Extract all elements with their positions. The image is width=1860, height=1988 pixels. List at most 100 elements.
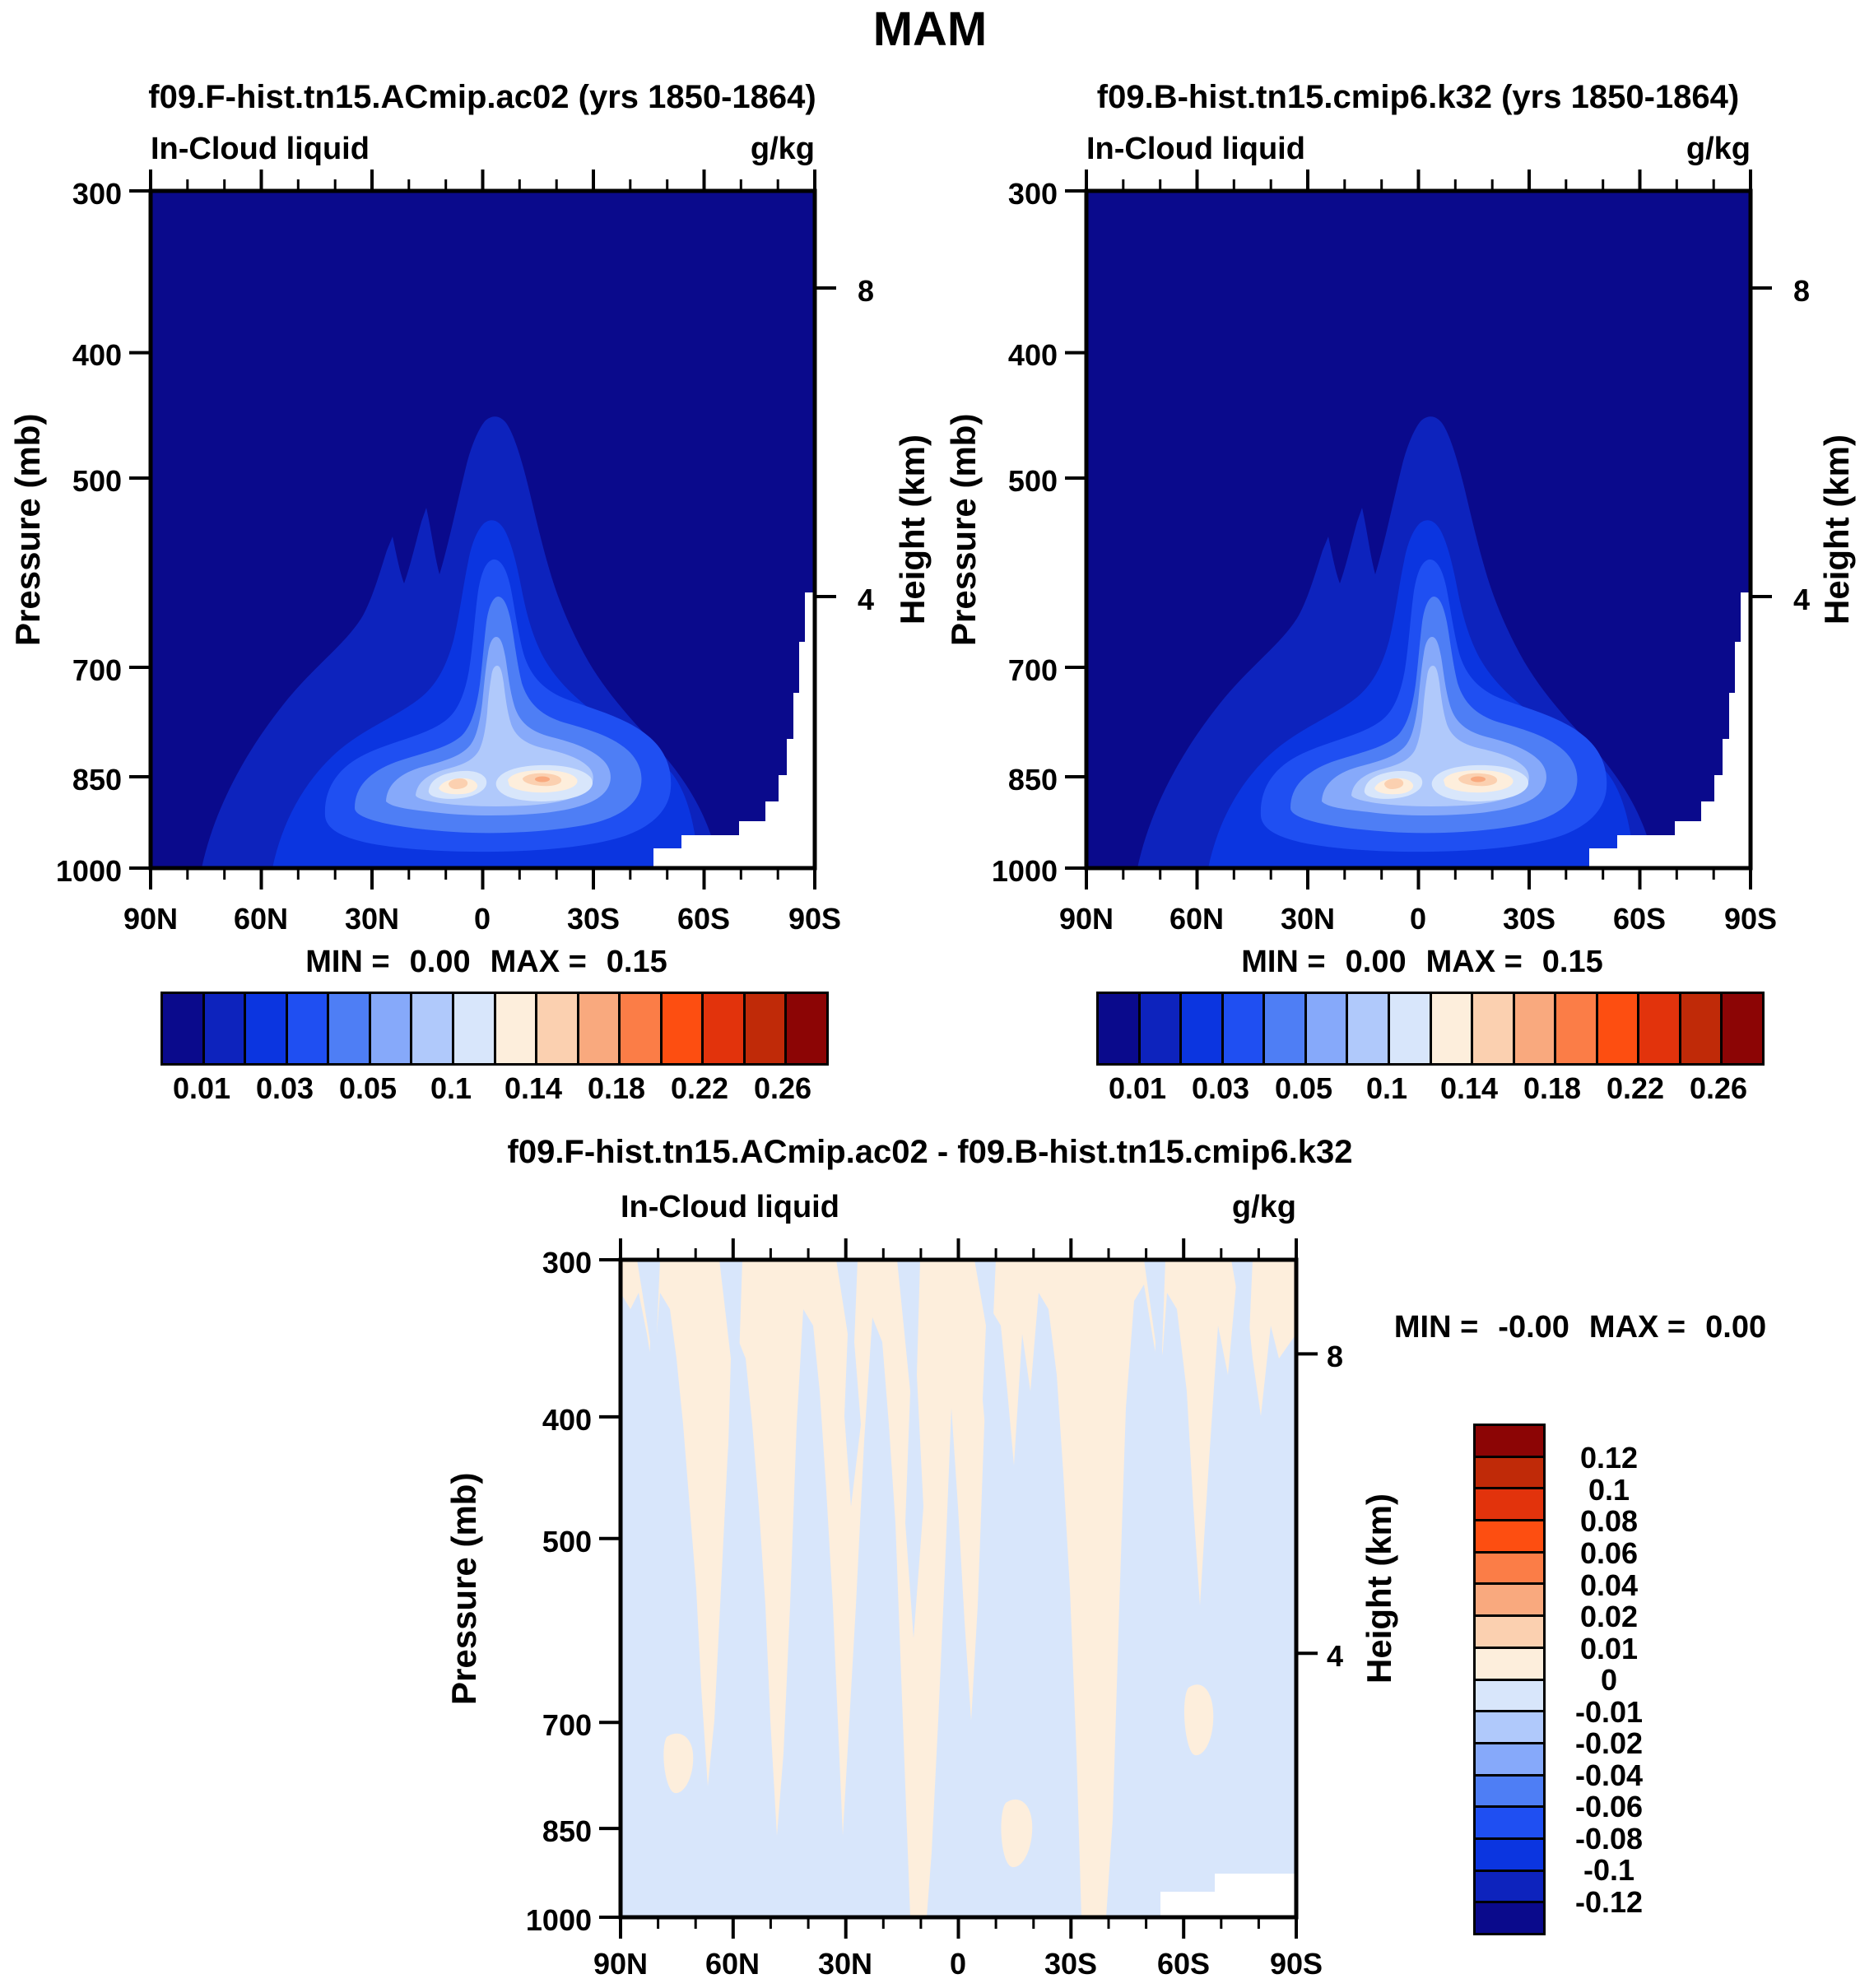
colorbar-tick-label: 0.02 [1579, 1600, 1639, 1633]
colorbar-segment [1476, 1489, 1543, 1522]
colorbar-segment [1476, 1521, 1543, 1554]
height-tick-label: 4 [1327, 1639, 1344, 1673]
panel-right-units-label: g/kg [1686, 132, 1751, 166]
panel-left-field-label: In-Cloud liquid [151, 132, 370, 166]
lat-tick-label: 30S [566, 902, 621, 936]
pressure-tick-label: 700 [1007, 653, 1058, 687]
height-axis-title: Height (km) [893, 434, 932, 625]
colorbar-segment [1597, 994, 1640, 1063]
pressure-tick-label: 400 [72, 338, 122, 372]
colorbar-segment [1306, 994, 1349, 1063]
colorbar-segment [1476, 1744, 1543, 1777]
colorbar-tick-label: 0.26 [1689, 1071, 1748, 1105]
colorbar-tick-label: 0.18 [1523, 1071, 1582, 1105]
lat-tick-label: 0 [473, 902, 491, 936]
colorbar-tick-label: 0.03 [1191, 1071, 1250, 1105]
colorbar-segment [1265, 994, 1307, 1063]
diff-band-positive [621, 1260, 1296, 1917]
colorbar-tick-label: -0.04 [1574, 1758, 1644, 1792]
max-label: MAX = [490, 945, 587, 979]
minmax-right: MIN = 0.00 MAX = 0.15 [1089, 945, 1755, 980]
pressure-tick-label: 700 [542, 1708, 592, 1742]
colorbar-tick-label: 0.22 [670, 1071, 729, 1105]
lat-tick-label: 60N [704, 1947, 760, 1981]
lat-tick-label: 90N [593, 1947, 649, 1981]
topography-antarctica [1160, 1874, 1296, 1917]
panel-diff-field-label: In-Cloud liquid [621, 1190, 839, 1224]
colorbar-segment [1431, 994, 1474, 1063]
diff-streak-negative [897, 1260, 923, 1638]
colorbar-segment [163, 994, 205, 1063]
minor-ticks [1122, 179, 1715, 880]
colorbar-diff [1473, 1424, 1546, 1935]
colorbar-segment [621, 994, 663, 1063]
min-value: 0.00 [1345, 945, 1407, 979]
colorbar-segment [1348, 994, 1390, 1063]
colorbar-tick-label: -0.12 [1574, 1885, 1644, 1919]
colorbar-segment [1723, 994, 1762, 1063]
colorbar-segment [1476, 1457, 1543, 1490]
colorbar-tick-label: -0.08 [1574, 1822, 1644, 1856]
colorbar-tick-label: 0.04 [1579, 1568, 1639, 1602]
colorbar-segment [537, 994, 579, 1063]
diff-streak-negative [1231, 1260, 1256, 1474]
colorbar-segment [287, 994, 330, 1063]
pressure-tick-label: 500 [542, 1525, 592, 1558]
pressure-tick-label: 500 [1007, 464, 1058, 498]
minmax-diff: MIN = -0.00 MAX = 0.00 [1350, 1310, 1811, 1345]
colorbar-segment [1681, 994, 1723, 1063]
lat-tick-label: 90S [788, 902, 842, 936]
min-label: MIN = [305, 945, 390, 979]
colorbar-segment [1556, 994, 1598, 1063]
lat-tick-label: 60S [677, 902, 731, 936]
colorbar-segment [1476, 1712, 1543, 1744]
colorbar-segment [1476, 1776, 1543, 1809]
colorbar-segment [1476, 1903, 1543, 1933]
pressure-axis-title: Pressure (mb) [444, 1472, 483, 1705]
colorbar-tick-label: 0.05 [1274, 1071, 1333, 1105]
minor-ticks [186, 179, 779, 880]
diff-blob-positive [663, 1733, 694, 1794]
max-label: MAX = [1588, 1310, 1686, 1345]
max-value: 0.15 [1541, 945, 1603, 979]
colorbar-segment [1473, 994, 1515, 1063]
colorbar-tick-label: 0.01 [172, 1071, 231, 1105]
pressure-tick-label: 850 [72, 763, 122, 797]
pressure-tick-label: 1000 [991, 854, 1058, 888]
colorbar-tick-label: 0.26 [753, 1071, 812, 1105]
diff-blob-positive [1183, 1684, 1214, 1756]
panel-diff-plot [599, 1238, 1318, 1939]
diff-streak-negative [637, 1260, 662, 1523]
colorbar-tick-label: 0.1 [430, 1071, 472, 1105]
min-value: -0.00 [1498, 1310, 1569, 1345]
colorbar-segment [329, 994, 371, 1063]
lat-tick-label: 30S [1044, 1947, 1098, 1981]
colorbar-segment [579, 994, 621, 1063]
height-tick-label: 8 [1793, 274, 1811, 308]
colorbar-segment [787, 994, 826, 1063]
diff-streak-negative [1144, 1260, 1169, 1531]
panel-diff-title: f09.F-hist.tn15.ACmip.ac02 - f09.B-hist.… [507, 1134, 1353, 1170]
diff-streak-negative [836, 1260, 861, 1507]
colorbar-tick-label: -0.1 [1583, 1853, 1635, 1887]
lat-tick-label: 30N [817, 1947, 873, 1981]
pressure-tick-label: 850 [1007, 763, 1058, 797]
colorbar-segment [662, 994, 704, 1063]
lat-tick-label: 60N [233, 902, 289, 936]
colorbar-segment [1140, 994, 1183, 1063]
colorbar-segment [704, 994, 746, 1063]
panel-right-title: f09.B-hist.tn15.cmip6.k32 (yrs 1850-1864… [1096, 79, 1740, 115]
colorbar-segment [1639, 994, 1681, 1063]
colorbar-segment [1514, 994, 1557, 1063]
major-ticks [129, 170, 836, 889]
height-tick-label: 8 [1327, 1340, 1344, 1373]
major-ticks [599, 1238, 1318, 1939]
lat-tick-label: 0 [1409, 902, 1427, 936]
colorbar-segment [412, 994, 454, 1063]
colorbar-tick-label: 0.22 [1606, 1071, 1665, 1105]
colorbar-segment [1476, 1553, 1543, 1586]
colorbar-tick-label: 0.1 [1588, 1473, 1630, 1507]
colorbar-segment [495, 994, 538, 1063]
colorbar-segment [1223, 994, 1266, 1063]
major-ticks [1065, 170, 1772, 889]
